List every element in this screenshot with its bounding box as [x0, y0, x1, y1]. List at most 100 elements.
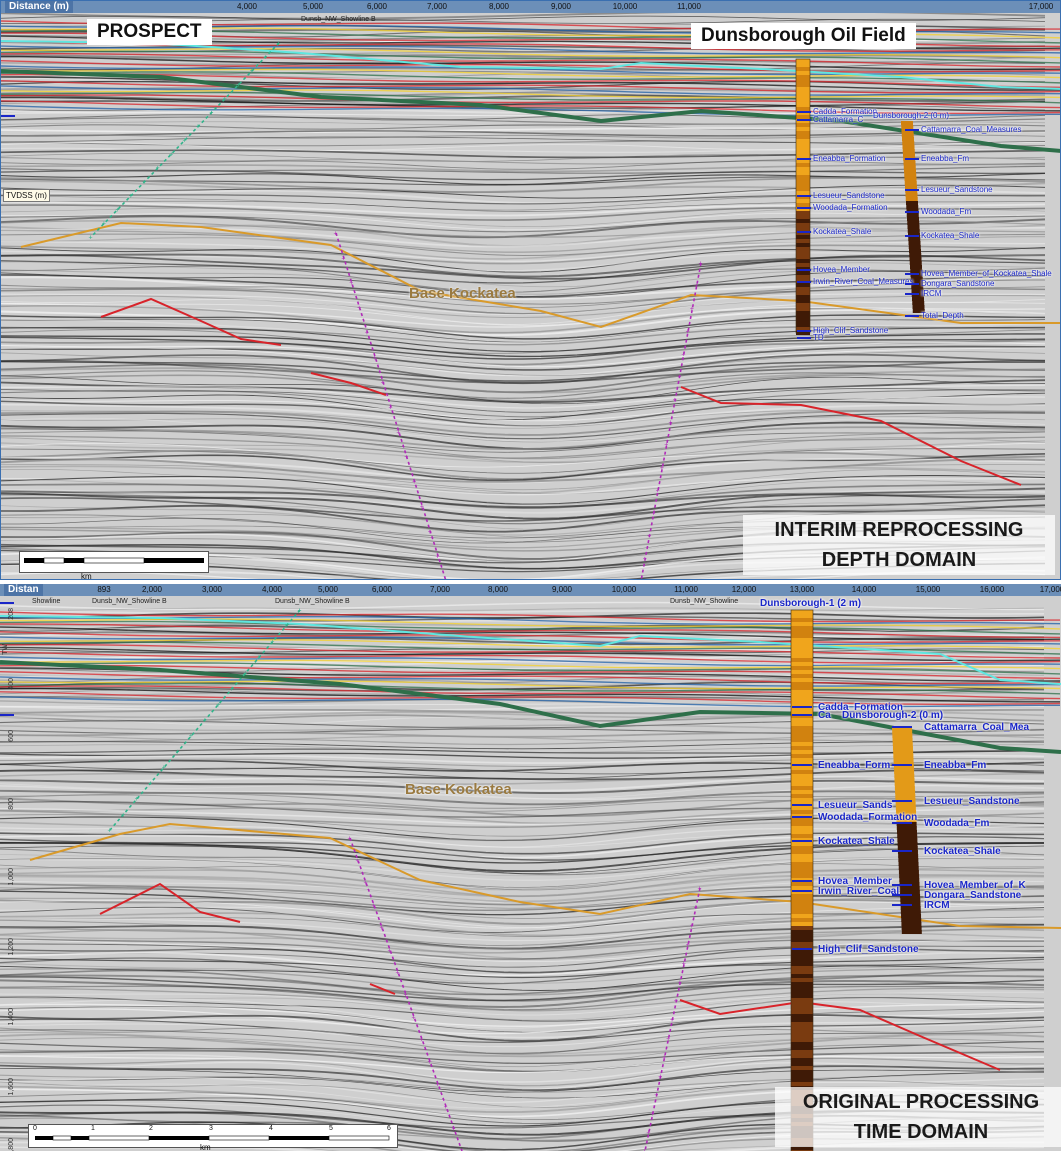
well-log-segment	[892, 730, 913, 734]
reflector	[0, 832, 1044, 855]
well-log-segment	[791, 658, 813, 662]
well-log-segment	[791, 1146, 813, 1150]
well-log-segment	[912, 305, 925, 309]
reflector	[0, 607, 1045, 611]
reflector	[0, 834, 1045, 859]
twt-tick: 1,400	[8, 1008, 15, 1026]
amplitude-reflector	[1, 100, 1060, 114]
well-log-segment	[909, 249, 921, 253]
reflector	[1, 215, 1046, 239]
prospect-fault-trace-marker: +	[223, 96, 227, 103]
amplitude-reflector	[0, 644, 1061, 659]
twt-tick: 1,000	[8, 868, 15, 886]
well-log-segment	[791, 702, 813, 706]
reflector	[0, 687, 1045, 692]
well-log-segment	[796, 259, 810, 263]
reflector	[0, 810, 1045, 828]
oil-field-callout: Dunsborough Oil Field	[691, 23, 916, 49]
well-log-segment	[902, 149, 915, 153]
reflector	[1, 100, 1046, 109]
well-log-segment	[791, 978, 813, 982]
reflector	[0, 1040, 1045, 1065]
reflector	[1, 235, 1045, 260]
reflector	[0, 1079, 1045, 1108]
well-top-label: Lesueur_Sandstone	[924, 796, 1020, 807]
well-log-segment	[791, 898, 813, 902]
reflector	[0, 923, 1045, 950]
prospect-fault-trace-marker: +	[203, 718, 207, 725]
fault-left-marker: +	[348, 836, 352, 843]
well-log-segment	[796, 295, 810, 299]
reflector	[1, 254, 1046, 280]
prospect-fault-trace-marker: +	[135, 796, 139, 803]
well-log-segment	[791, 934, 813, 938]
reflector	[0, 968, 1045, 996]
well-log-segment	[791, 666, 813, 670]
fault-right-marker: +	[694, 904, 698, 911]
well-top-marker	[792, 804, 812, 806]
well-log-segment	[791, 1066, 813, 1070]
reflector	[1, 187, 1046, 205]
well-top-marker	[792, 948, 812, 950]
well-log-segment	[901, 125, 914, 129]
well-log-segment	[791, 746, 813, 750]
well-log-segment	[898, 854, 919, 858]
reflector	[1, 318, 1046, 343]
reflector	[1, 279, 1045, 305]
reflector	[1, 294, 1046, 319]
amplitude-reflector	[1, 80, 1060, 94]
well-log-segment	[796, 195, 810, 199]
well-top-label: Cadda_Formation	[818, 702, 904, 713]
reflector	[1, 163, 1045, 173]
well-log-segment	[893, 754, 914, 758]
scale-tick: 5	[329, 1125, 333, 1132]
well-top-marker	[797, 281, 811, 283]
well-log-segment	[791, 846, 813, 850]
reflector	[1, 342, 1046, 368]
reflector	[0, 1077, 1045, 1104]
fault-left-marker: +	[388, 947, 392, 954]
well-log-segment	[894, 778, 915, 782]
amplitude-reflector	[1, 48, 1060, 59]
well-top-label: High_Clif_Sandstone	[813, 326, 889, 335]
well-top-marker	[892, 822, 912, 824]
well-log-segment	[796, 231, 810, 235]
fault-left-marker: +	[420, 1037, 424, 1044]
red-horizon-mid	[310, 372, 387, 396]
well-log-segment	[791, 734, 813, 738]
well-log-segment	[791, 862, 813, 866]
well-top-label: Lesueur_Sands	[818, 800, 893, 811]
seismic-reflectors	[1, 1, 1060, 579]
well-top-label: Kockatea_Shale	[813, 227, 872, 236]
fault-left-marker: +	[436, 554, 440, 561]
reflector	[1, 489, 1046, 514]
fault-left-marker: +	[412, 479, 416, 486]
well-log-segment	[796, 167, 810, 171]
well-log-segment	[902, 145, 915, 149]
red-horizon-right	[679, 999, 1001, 1071]
prospect-fault-trace-marker: +	[115, 207, 119, 214]
well-log-segment	[791, 834, 813, 838]
amplitude-reflector	[1, 55, 1060, 71]
well-top-marker	[792, 764, 812, 766]
reflector	[0, 1053, 1045, 1083]
well-top-label: Irwin_River_Coal	[818, 886, 900, 897]
well-log-segment	[899, 886, 920, 890]
well-log-segment	[791, 794, 813, 798]
well-log-segment	[791, 982, 813, 986]
well-top-marker	[797, 195, 811, 197]
well-log-segment	[907, 221, 920, 225]
fault-left-marker: +	[389, 405, 393, 412]
reflector	[1, 440, 1046, 463]
reflector	[0, 927, 1045, 951]
well-top-label: Lesueur_Sandstone	[921, 185, 993, 194]
well-top-label: Eneabba_Formation	[813, 154, 886, 163]
well-log-segment	[791, 854, 813, 858]
reflector	[1, 430, 1046, 460]
well-log-segment	[796, 275, 810, 279]
well-log-segment	[791, 770, 813, 774]
well-log-segment	[791, 782, 813, 786]
fault-left-marker: +	[460, 1149, 464, 1151]
showline-header-3: Dunsb_NW_Showline B	[275, 598, 350, 605]
time-domain-panel: + + + + + + + + + + + + + + + + + + + + + + + + + + + + + + + + + + + + + + + +…	[0, 584, 1061, 1151]
